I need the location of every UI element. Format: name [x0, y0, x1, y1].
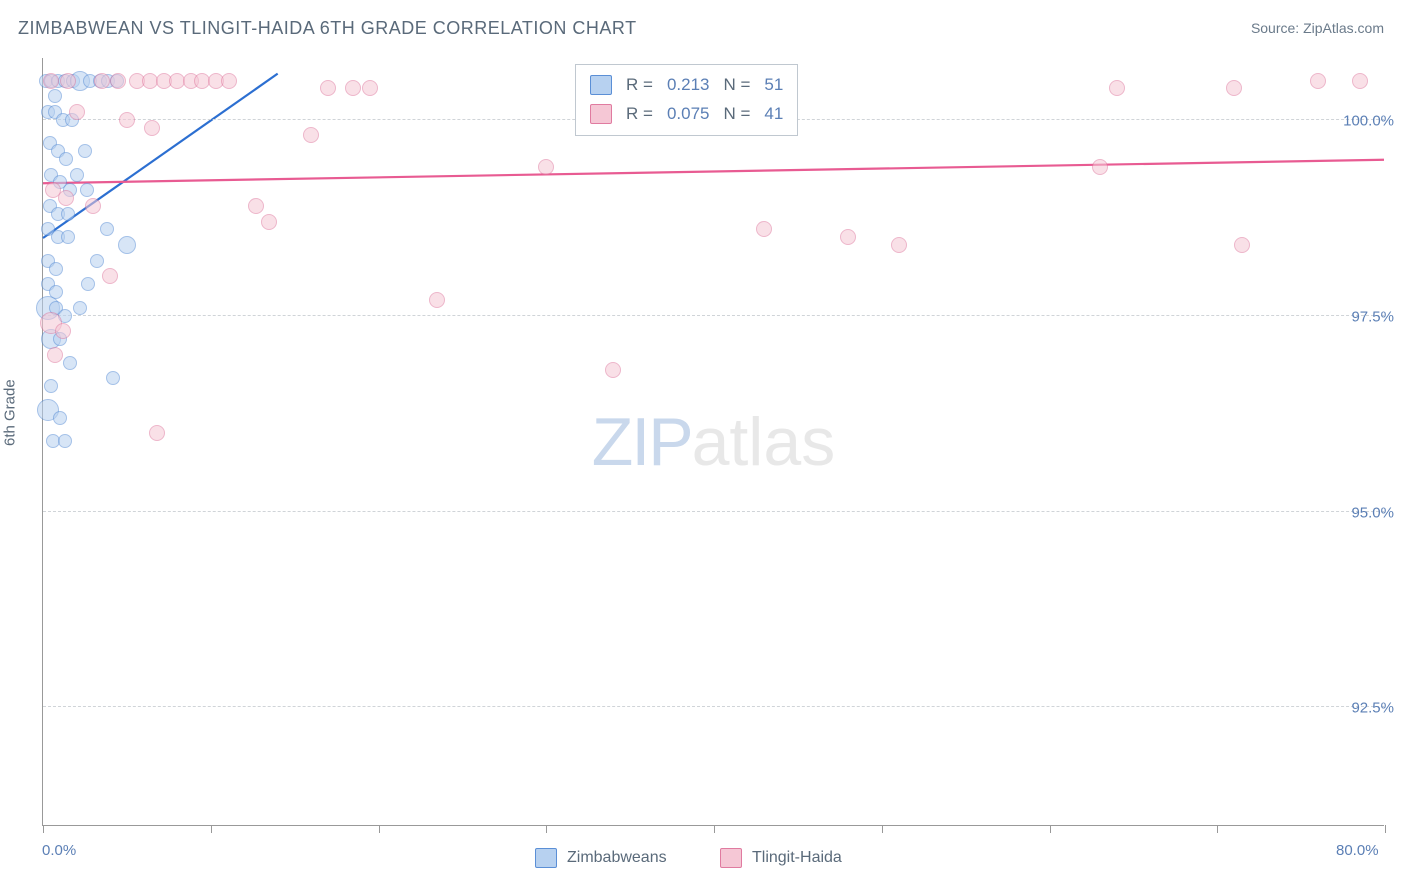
- data-point-tlingit-haida: [891, 237, 907, 253]
- correlation-stats-box: R = 0.213 N = 51 R = 0.075 N = 41: [575, 64, 798, 136]
- gridline: [43, 511, 1384, 512]
- stat-swatch-zimbabweans: [590, 75, 612, 95]
- x-tick: [211, 825, 212, 833]
- y-axis-label: 6th Grade: [2, 379, 19, 446]
- data-point-zimbabweans: [118, 236, 136, 254]
- legend-label-tlingit-haida: Tlingit-Haida: [752, 849, 842, 867]
- data-point-zimbabweans: [61, 207, 75, 221]
- data-point-tlingit-haida: [362, 80, 378, 96]
- data-point-tlingit-haida: [94, 73, 110, 89]
- data-point-tlingit-haida: [102, 268, 118, 284]
- legend-swatch-zimbabweans: [535, 848, 557, 868]
- y-tick-label: 95.0%: [1351, 504, 1394, 521]
- trend-line-tlingit-haida: [43, 160, 1384, 183]
- data-point-zimbabweans: [70, 168, 84, 182]
- source-attribution: Source: ZipAtlas.com: [1251, 20, 1384, 36]
- stat-r-value: 0.075: [667, 100, 710, 129]
- data-point-tlingit-haida: [303, 127, 319, 143]
- data-point-tlingit-haida: [345, 80, 361, 96]
- stat-row-tlingit-haida: R = 0.075 N = 41: [590, 100, 783, 129]
- data-point-tlingit-haida: [47, 347, 63, 363]
- data-point-zimbabweans: [106, 371, 120, 385]
- data-point-tlingit-haida: [1310, 73, 1326, 89]
- data-point-tlingit-haida: [85, 198, 101, 214]
- data-point-zimbabweans: [73, 301, 87, 315]
- watermark: ZIPatlas: [592, 403, 835, 481]
- x-tick: [882, 825, 883, 833]
- data-point-zimbabweans: [59, 152, 73, 166]
- y-tick-label: 100.0%: [1343, 112, 1394, 129]
- chart-title: ZIMBABWEAN VS TLINGIT-HAIDA 6TH GRADE CO…: [18, 18, 637, 39]
- legend-label-zimbabweans: Zimbabweans: [567, 849, 667, 867]
- data-point-tlingit-haida: [1109, 80, 1125, 96]
- legend-swatch-tlingit-haida: [720, 848, 742, 868]
- data-point-tlingit-haida: [149, 425, 165, 441]
- x-end-label: 80.0%: [1336, 842, 1379, 859]
- watermark-zip: ZIP: [592, 404, 692, 480]
- stat-n-label: N =: [723, 100, 750, 129]
- data-point-zimbabweans: [78, 144, 92, 158]
- data-point-tlingit-haida: [320, 80, 336, 96]
- x-tick: [714, 825, 715, 833]
- x-tick: [1385, 825, 1386, 833]
- data-point-zimbabweans: [48, 89, 62, 103]
- data-point-tlingit-haida: [221, 73, 237, 89]
- watermark-atlas: atlas: [692, 404, 836, 480]
- gridline: [43, 706, 1384, 707]
- data-point-zimbabweans: [49, 262, 63, 276]
- stat-n-label: N =: [723, 71, 750, 100]
- data-point-tlingit-haida: [60, 73, 76, 89]
- data-point-tlingit-haida: [69, 104, 85, 120]
- data-point-tlingit-haida: [261, 214, 277, 230]
- data-point-tlingit-haida: [1226, 80, 1242, 96]
- data-point-zimbabweans: [44, 379, 58, 393]
- x-tick: [1050, 825, 1051, 833]
- data-point-tlingit-haida: [43, 73, 59, 89]
- trend-lines: [43, 58, 1384, 825]
- y-tick-label: 97.5%: [1351, 308, 1394, 325]
- stat-swatch-tlingit-haida: [590, 104, 612, 124]
- data-point-tlingit-haida: [58, 190, 74, 206]
- data-point-zimbabweans: [80, 183, 94, 197]
- data-point-zimbabweans: [58, 434, 72, 448]
- stat-r-label: R =: [626, 71, 653, 100]
- plot-area: ZIPatlas: [42, 58, 1384, 826]
- data-point-zimbabweans: [90, 254, 104, 268]
- data-point-tlingit-haida: [756, 221, 772, 237]
- stat-row-zimbabweans: R = 0.213 N = 51: [590, 71, 783, 100]
- data-point-tlingit-haida: [110, 73, 126, 89]
- legend-item-tlingit-haida: Tlingit-Haida: [720, 848, 842, 868]
- x-end-label: 0.0%: [42, 842, 76, 859]
- legend-item-zimbabweans: Zimbabweans: [535, 848, 667, 868]
- source-label: Source:: [1251, 20, 1303, 36]
- data-point-tlingit-haida: [840, 229, 856, 245]
- x-tick: [379, 825, 380, 833]
- stat-n-value: 41: [764, 100, 783, 129]
- stat-n-value: 51: [764, 71, 783, 100]
- x-tick: [1217, 825, 1218, 833]
- source-name: ZipAtlas.com: [1303, 20, 1384, 36]
- trend-line-zimbabweans: [43, 74, 278, 238]
- stat-r-label: R =: [626, 100, 653, 129]
- x-tick: [43, 825, 44, 833]
- x-tick: [546, 825, 547, 833]
- data-point-zimbabweans: [100, 222, 114, 236]
- y-tick-label: 92.5%: [1351, 700, 1394, 717]
- data-point-zimbabweans: [53, 411, 67, 425]
- data-point-zimbabweans: [81, 277, 95, 291]
- data-point-tlingit-haida: [1092, 159, 1108, 175]
- data-point-tlingit-haida: [1352, 73, 1368, 89]
- stat-r-value: 0.213: [667, 71, 710, 100]
- data-point-tlingit-haida: [248, 198, 264, 214]
- gridline: [43, 315, 1384, 316]
- data-point-tlingit-haida: [1234, 237, 1250, 253]
- data-point-tlingit-haida: [605, 362, 621, 378]
- data-point-zimbabweans: [63, 356, 77, 370]
- data-point-tlingit-haida: [429, 292, 445, 308]
- data-point-tlingit-haida: [538, 159, 554, 175]
- data-point-tlingit-haida: [55, 323, 71, 339]
- data-point-zimbabweans: [61, 230, 75, 244]
- data-point-tlingit-haida: [119, 112, 135, 128]
- data-point-tlingit-haida: [144, 120, 160, 136]
